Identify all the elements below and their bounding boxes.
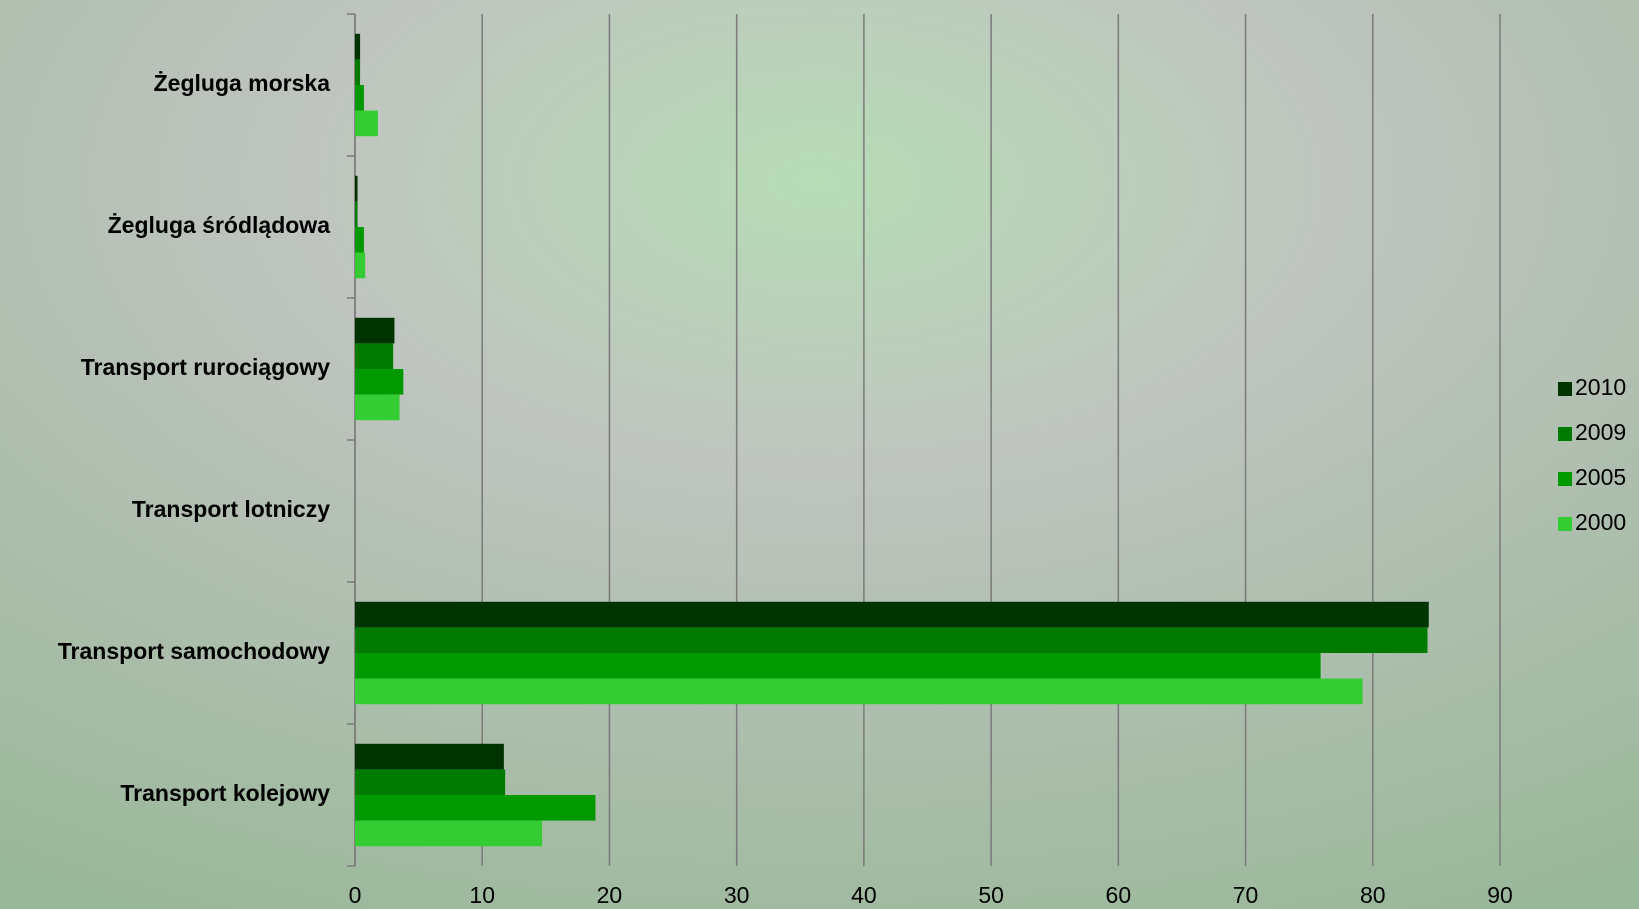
x-tick-label: 40: [851, 882, 877, 908]
x-tick-label: 0: [349, 882, 362, 908]
bar: [355, 394, 400, 421]
bar: [355, 343, 394, 369]
legend-label: 2010: [1575, 374, 1626, 400]
category-label: Żegluga morska: [154, 70, 331, 96]
bar: [355, 743, 504, 770]
x-tick-label: 80: [1360, 882, 1386, 908]
bar: [355, 59, 361, 85]
category-label: Transport samochodowy: [58, 638, 330, 664]
category-label: Transport rurociągowy: [81, 354, 330, 380]
bar: [355, 317, 395, 344]
bar: [355, 201, 358, 227]
x-tick-label: 60: [1106, 882, 1132, 908]
bar: [355, 769, 506, 795]
legend-swatch: [1558, 472, 1572, 486]
bar: [355, 627, 1428, 653]
legend-label: 2009: [1575, 419, 1626, 445]
bar: [355, 653, 1321, 679]
bar: [355, 252, 366, 279]
bar: [355, 795, 596, 821]
bar: [355, 85, 364, 111]
bar: [355, 820, 543, 847]
bar: [355, 33, 361, 60]
legend-swatch: [1558, 427, 1572, 441]
legend-label: 2000: [1575, 509, 1626, 535]
bar: [355, 678, 1363, 705]
category-label: Transport lotniczy: [132, 496, 330, 522]
x-tick-label: 20: [597, 882, 623, 908]
legend-swatch: [1558, 382, 1572, 396]
legend-label: 2005: [1575, 464, 1626, 490]
legend-swatch: [1558, 517, 1572, 531]
x-tick-label: 90: [1487, 882, 1513, 908]
category-label: Żegluga śródlądowa: [108, 212, 331, 238]
x-tick-label: 50: [978, 882, 1004, 908]
bar: [355, 110, 378, 137]
x-tick-label: 30: [724, 882, 750, 908]
x-tick-label: 70: [1233, 882, 1259, 908]
bar: [355, 601, 1429, 628]
x-tick-label: 10: [469, 882, 495, 908]
bar: [355, 175, 358, 202]
bar: [355, 227, 364, 253]
category-label: Transport kolejowy: [120, 780, 330, 806]
bar: [355, 369, 404, 395]
